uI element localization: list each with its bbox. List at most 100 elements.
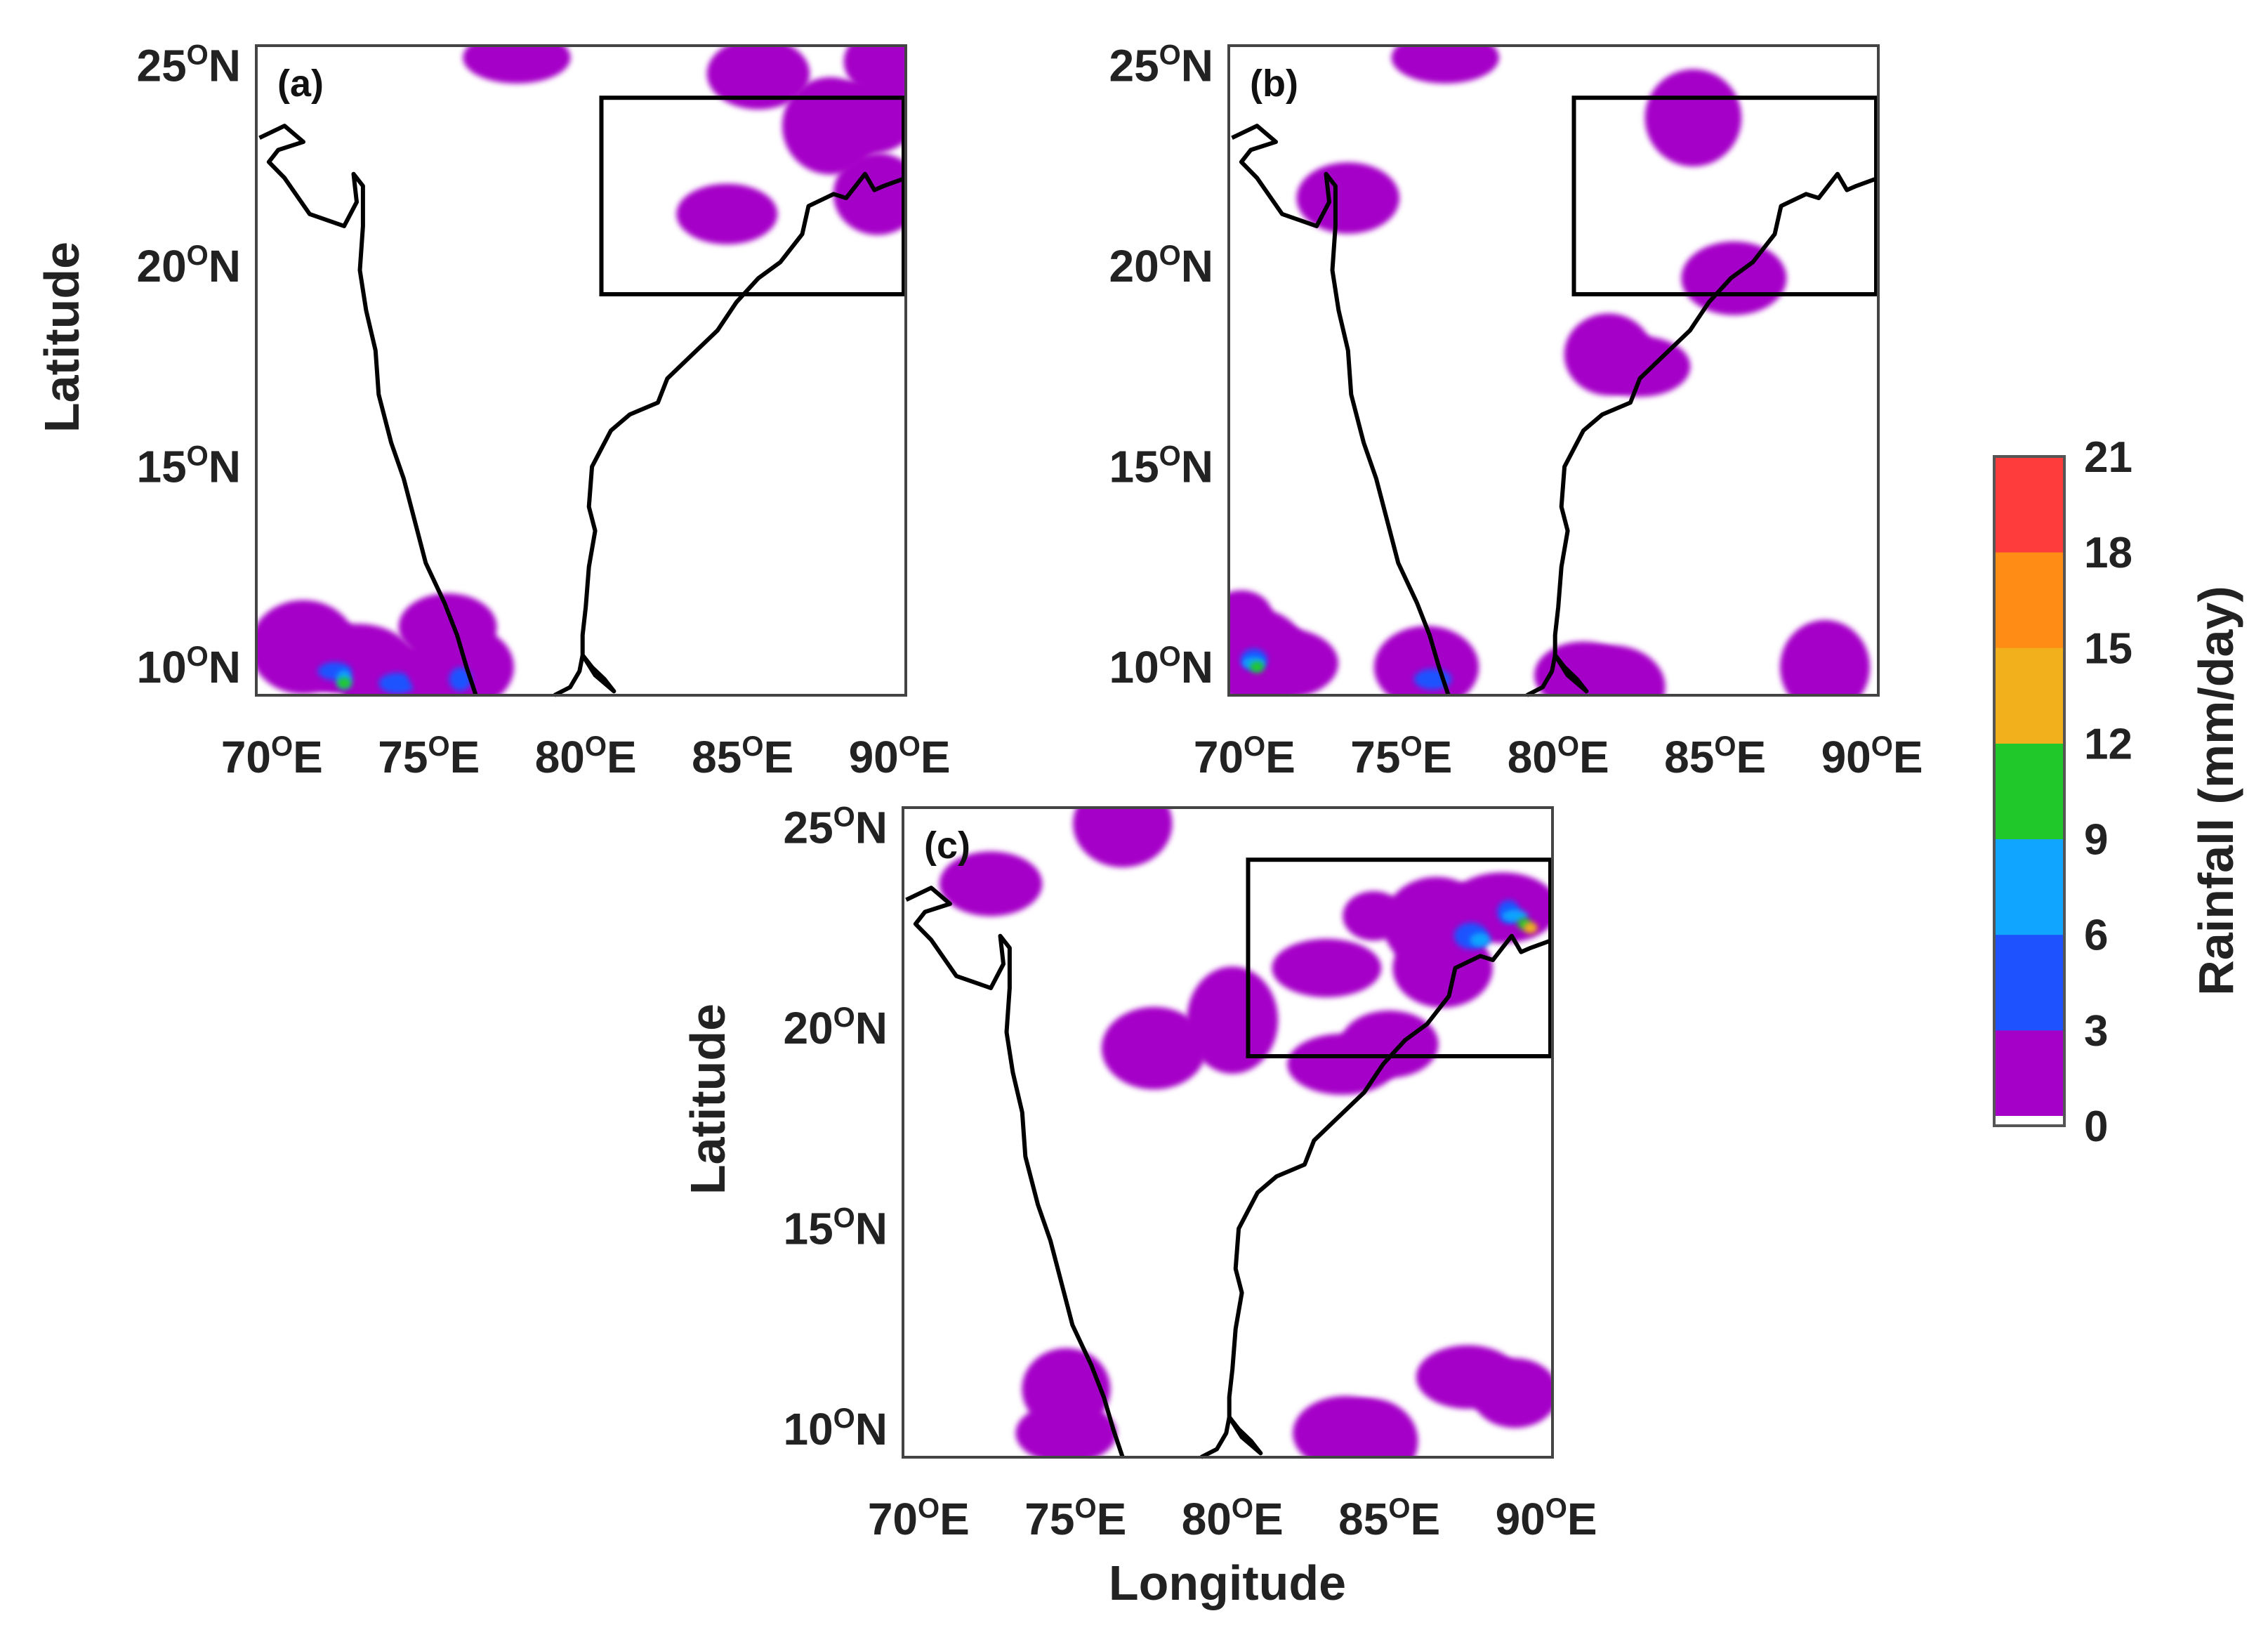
study-region-box-c <box>1246 857 1552 1058</box>
latitude-axis-label-bottom: Latitude <box>680 1004 735 1195</box>
rain-cell-level-1 <box>1391 46 1499 84</box>
colorbar-tick-label: 0 <box>2084 1103 2108 1151</box>
colorbar-tick-label: 6 <box>2084 912 2108 960</box>
lat-tick-label: 25ON <box>783 802 888 853</box>
lon-tick-label: 90OE <box>1821 731 1923 782</box>
tick-labels: 25ON 20ON 15ON 10ON 70OE 75OE 80OE 85OE 90OE 25ON… <box>136 40 1923 1544</box>
rain-cell-level-3 <box>1470 933 1491 947</box>
colorbar-swatch <box>1994 934 2064 1031</box>
rain-cell-level-1 <box>706 46 810 110</box>
lon-tick-label: 75OE <box>1024 1493 1126 1544</box>
lon-tick-label: 70OE <box>868 1493 970 1544</box>
map-panel-a: (a) <box>255 44 907 697</box>
colorbar-swatch <box>1994 743 2064 839</box>
rain-cell-level-1 <box>1272 938 1382 997</box>
rain-cell-level-1 <box>1073 808 1173 868</box>
rain-cell-level-1 <box>1557 645 1666 695</box>
colorbar-swatch <box>1994 839 2064 935</box>
east-coastline <box>1526 171 1880 697</box>
rain-cell-level-1 <box>833 153 906 235</box>
lon-tick-label: 90OE <box>1496 1493 1597 1544</box>
rain-cell-level-1 <box>1323 1398 1418 1457</box>
rain-cell-level-1 <box>1015 1402 1117 1457</box>
lat-tick-label: 20ON <box>783 1002 888 1053</box>
lat-tick-label: 15ON <box>1109 441 1213 492</box>
panel-label-a: (a) <box>277 63 324 105</box>
colorbar-tick-label: 21 <box>2084 433 2132 482</box>
rain-cell-level-2 <box>378 673 416 694</box>
rain-cell-level-1 <box>676 183 778 244</box>
colorbar-swatch <box>1994 1030 2064 1126</box>
lon-tick-label: 80OE <box>1182 1493 1284 1544</box>
west-coastline <box>258 124 478 696</box>
lon-tick-label: 70OE <box>221 731 323 782</box>
colorbar-tick-label: 12 <box>2084 720 2132 768</box>
lon-tick-label: 75OE <box>1350 731 1452 782</box>
lat-tick-label: 10ON <box>783 1403 888 1454</box>
colorbar-tick-label: 15 <box>2084 624 2132 673</box>
lon-tick-label: 70OE <box>1194 731 1295 782</box>
colorbar-swatch <box>1994 552 2064 648</box>
longitude-axis-label: Longitude <box>1109 1556 1346 1610</box>
west-coastline <box>905 886 1125 1458</box>
rainfall-field-b <box>1229 46 1870 695</box>
rain-cell-level-1 <box>1101 1006 1207 1090</box>
lat-tick-label: 10ON <box>1109 641 1213 692</box>
lat-tick-label: 15ON <box>136 441 241 492</box>
map-frame-c <box>902 806 1554 1459</box>
coastline-b <box>1231 124 1880 697</box>
lat-tick-label: 20ON <box>1109 240 1213 291</box>
lat-tick-label: 20ON <box>136 240 241 291</box>
lat-tick-label: 10ON <box>136 641 241 692</box>
rain-cell-level-1 <box>463 46 571 84</box>
rain-cell-level-1 <box>1340 1010 1439 1078</box>
colorbar: 0 3 6 9 12 15 18 21 Rainfall (mm/day) <box>1993 433 2243 1151</box>
rain-cell-level-1 <box>1187 966 1279 1074</box>
map-frame-a <box>255 44 907 697</box>
coastline-c <box>905 886 1554 1459</box>
colorbar-frame <box>1993 455 2066 1127</box>
study-region-box-b <box>1571 96 1878 296</box>
colorbar-tick-label: 3 <box>2084 1007 2108 1056</box>
lon-tick-label: 75OE <box>378 731 480 782</box>
rainfall-field-c <box>939 808 1552 1457</box>
colorbar-zero-band <box>1994 1116 2064 1126</box>
study-region-box-a <box>599 96 906 296</box>
lon-tick-label: 80OE <box>535 731 637 782</box>
lat-tick-label: 25ON <box>136 40 241 91</box>
colorbar-tick-labels: 0 3 6 9 12 15 18 21 <box>2084 433 2132 1151</box>
colorbar-tick-label: 9 <box>2084 816 2108 864</box>
rain-cell-level-1 <box>1644 69 1742 167</box>
rain-cell-level-1 <box>843 46 906 99</box>
rain-cell-level-1 <box>1780 619 1870 695</box>
east-coastline <box>1200 933 1554 1459</box>
rain-cell-level-4 <box>1250 662 1265 673</box>
map-panel-c: (c) <box>902 806 1554 1459</box>
lat-tick-label: 25ON <box>1109 40 1213 91</box>
rain-cell-level-5 <box>1523 922 1538 934</box>
map-frame-b <box>1227 44 1880 697</box>
rain-cell-level-1 <box>1229 627 1338 695</box>
lon-tick-label: 85OE <box>692 731 793 782</box>
rain-cell-level-4 <box>337 677 352 689</box>
lon-tick-label: 80OE <box>1508 731 1609 782</box>
rain-cell-level-2 <box>449 667 472 691</box>
lat-tick-label: 15ON <box>783 1203 888 1254</box>
rain-cell-level-1 <box>1471 1358 1552 1428</box>
colorbar-label: Rainfall (mm/day) <box>2189 586 2243 995</box>
latitude-axis-label-top: Latitude <box>34 242 89 433</box>
map-panel-b: (b) <box>1227 44 1880 697</box>
coastline-a <box>258 124 907 697</box>
colorbar-swatches <box>1994 456 2064 1126</box>
colorbar-swatch <box>1994 456 2064 553</box>
west-coastline <box>1231 124 1451 696</box>
colorbar-tick-label: 18 <box>2084 529 2132 577</box>
rain-cell-level-1 <box>1373 626 1479 695</box>
rainfall-field-a <box>256 46 906 695</box>
rain-cell-level-1 <box>1589 336 1691 397</box>
rain-cell-level-1 <box>939 851 1043 916</box>
panel-label-b: (b) <box>1250 63 1298 105</box>
lon-tick-label: 85OE <box>1338 1493 1440 1544</box>
rain-cell-level-1 <box>407 625 514 695</box>
